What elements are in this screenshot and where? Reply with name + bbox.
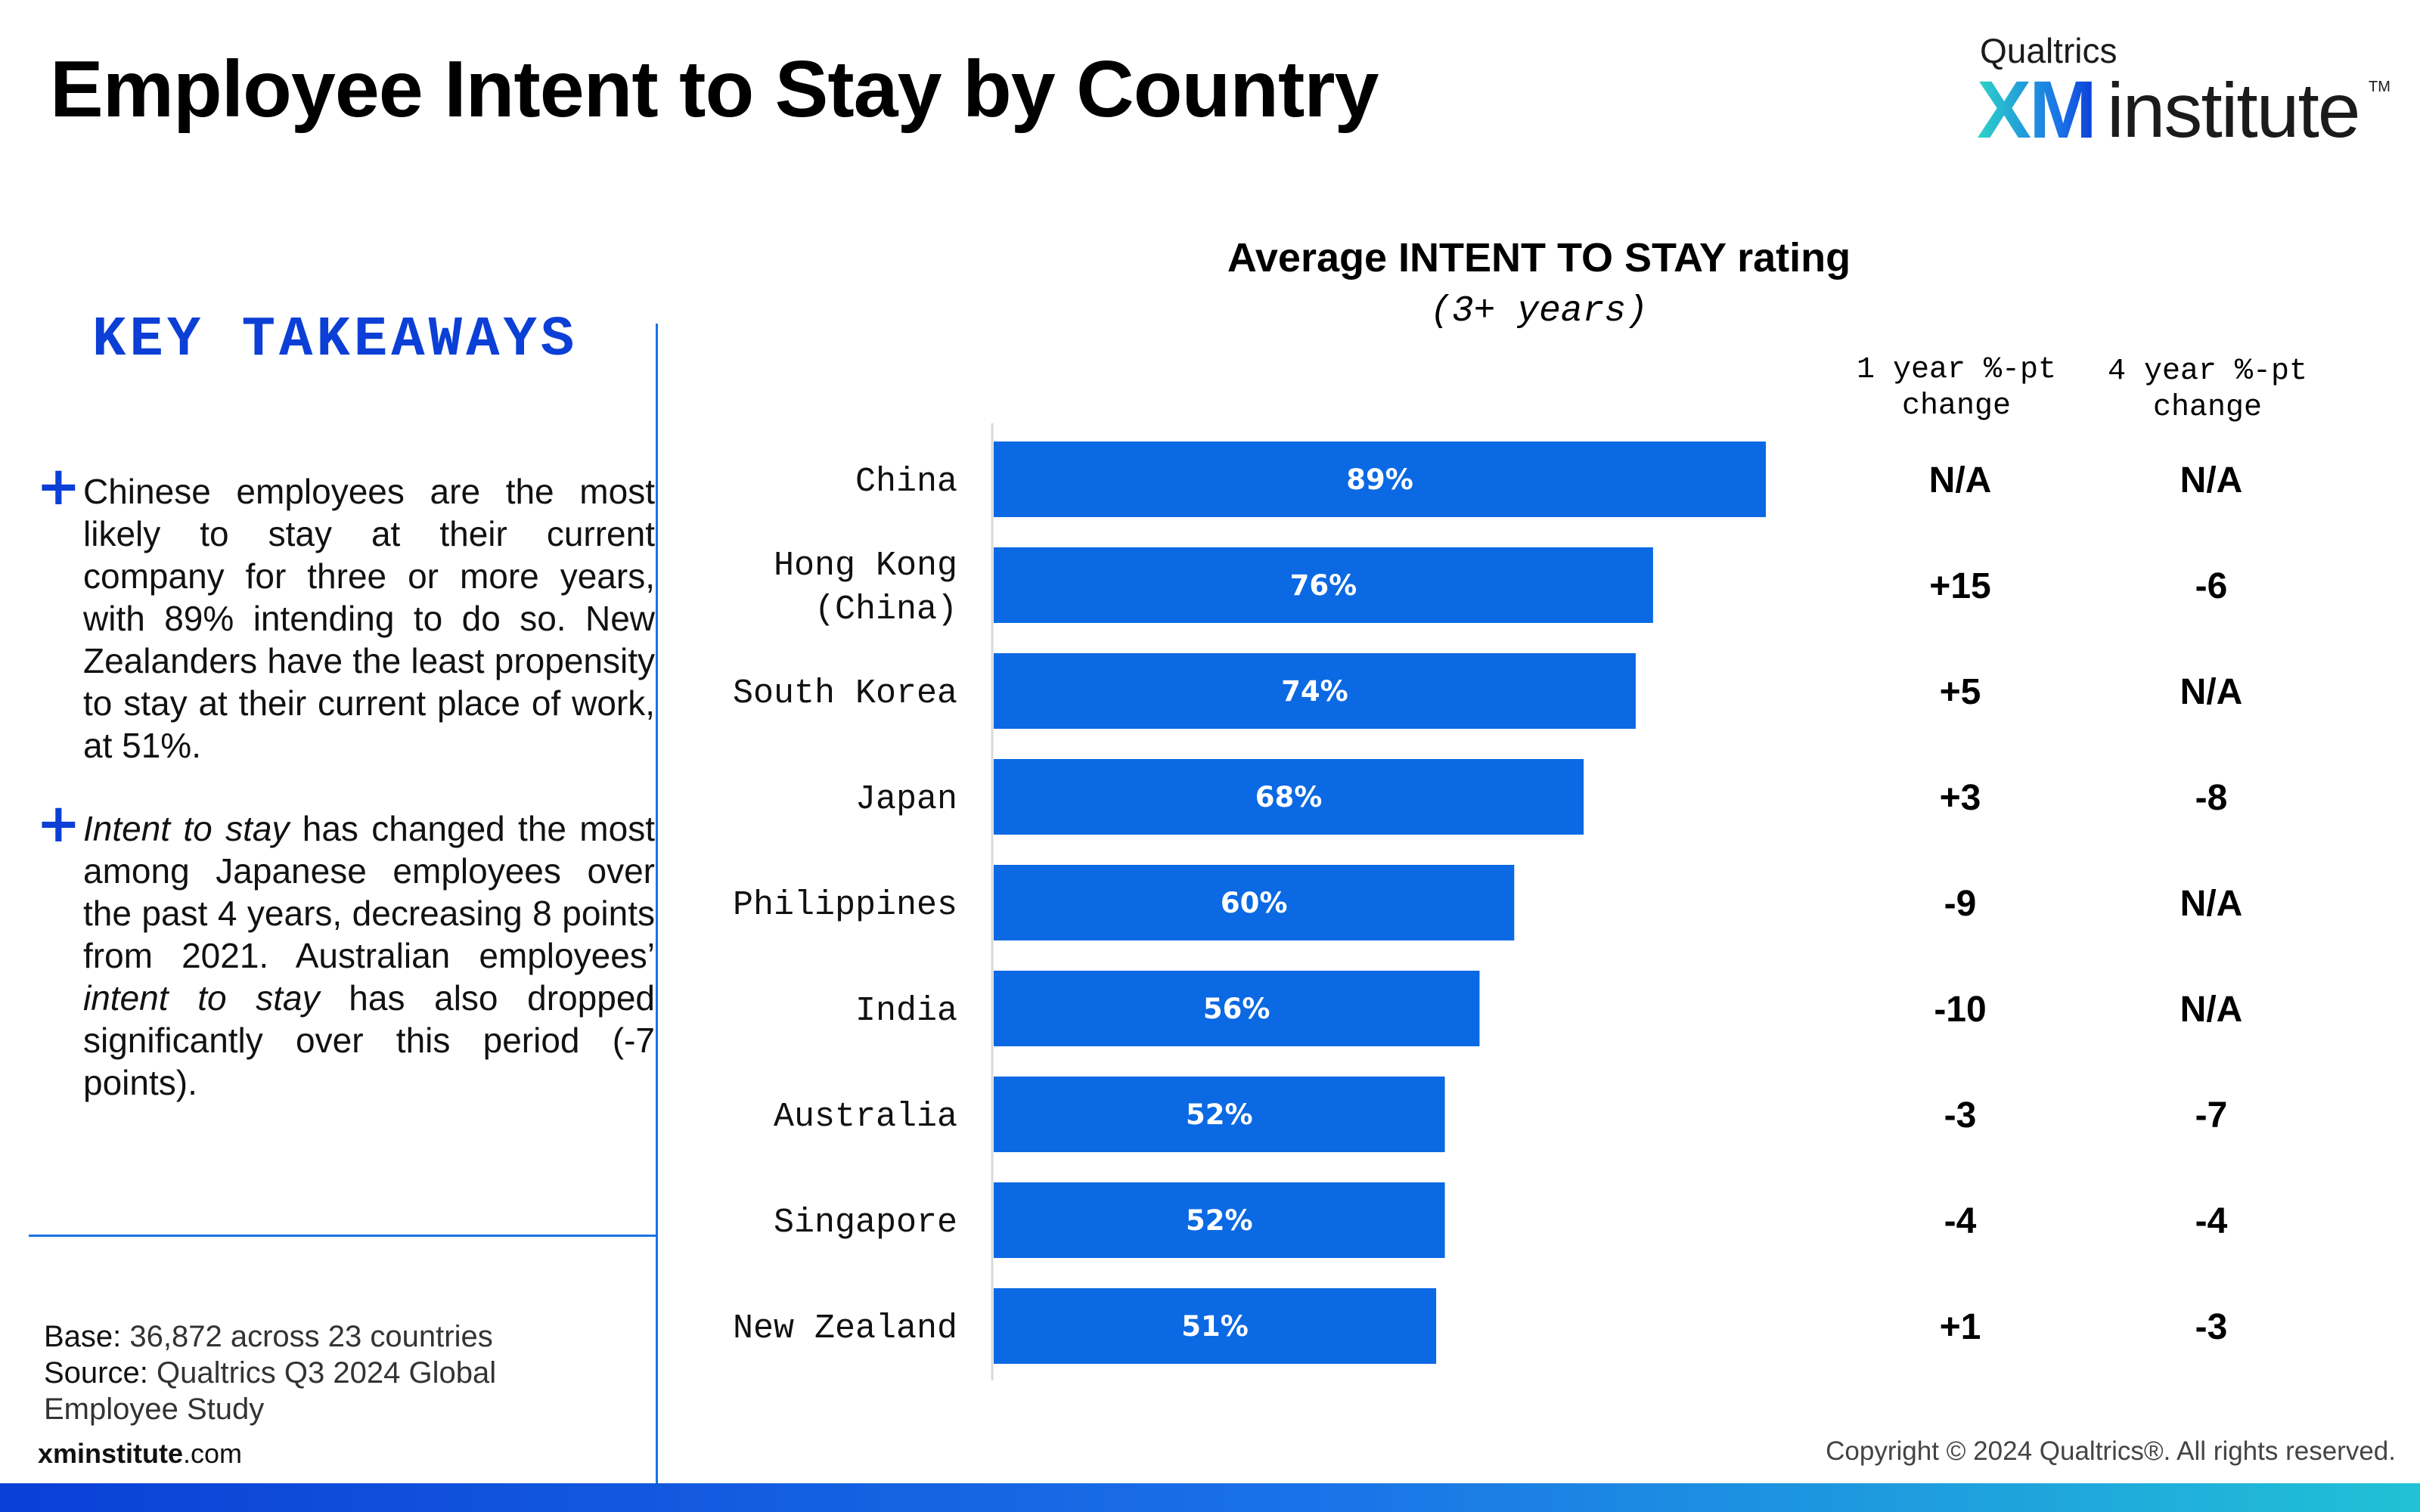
one-year-change-value: -4 <box>1944 1201 1977 1241</box>
four-year-change-value: -3 <box>2195 1307 2228 1347</box>
bar-value-label: 52% <box>1186 1098 1253 1131</box>
column-header-4-year: 4 year %-pt change <box>2083 354 2332 426</box>
plus-icon: + <box>36 792 81 854</box>
four-year-change-value: N/A <box>2180 884 2243 924</box>
divider-horizontal <box>29 1235 656 1237</box>
site-url-bold: xminstitute <box>38 1438 184 1469</box>
one-year-change-value: N/A <box>1929 460 1992 500</box>
category-label: South Korea <box>733 674 957 713</box>
category-label: Hong Kong <box>774 547 957 585</box>
bar <box>994 971 1480 1046</box>
bar <box>994 442 1766 517</box>
bar <box>994 1288 1437 1364</box>
category-label: Australia <box>774 1098 957 1136</box>
four-year-change-value: -4 <box>2195 1201 2228 1241</box>
four-year-change-value: N/A <box>2180 460 2243 500</box>
one-year-change-value: +3 <box>1940 778 1981 818</box>
column-header-line: change <box>1901 389 2012 423</box>
plus-icon: + <box>36 455 81 517</box>
four-year-change-value: N/A <box>2180 672 2243 712</box>
brand-qualtrics-text: Qualtrics <box>1980 31 2118 70</box>
bar-value-label: 76% <box>1290 569 1357 602</box>
category-label: India <box>855 992 957 1030</box>
bar-value-label: 74% <box>1281 675 1348 708</box>
bar <box>994 547 1653 623</box>
footer-gradient-bar <box>0 1483 2420 1512</box>
site-url-rest: .com <box>183 1438 243 1469</box>
category-label: New Zealand <box>733 1309 957 1348</box>
one-year-change-value: +15 <box>1929 566 1990 606</box>
source-note: Source: Qualtrics Q3 2024 Global Employe… <box>44 1355 634 1427</box>
chart-subtitle: (3+ years) <box>1429 291 1649 332</box>
brand-trademark: TM <box>2369 79 2391 95</box>
bar-value-label: 51% <box>1181 1310 1249 1343</box>
column-header-line: 4 year %-pt <box>2107 355 2308 389</box>
intent-to-stay-term: intent to stay <box>83 978 320 1018</box>
takeaway-text-1: Chinese employees are the most likely to… <box>83 472 655 765</box>
bar <box>994 1077 1445 1152</box>
bar <box>994 759 1584 835</box>
one-year-change-value: -10 <box>1934 990 1986 1030</box>
bar <box>994 653 1636 729</box>
column-header-line: change <box>2152 391 2263 425</box>
category-label: China <box>855 463 957 501</box>
four-year-change-value: -7 <box>2195 1095 2228 1136</box>
bar-value-label: 89% <box>1346 463 1413 496</box>
takeaway-text-2: Intent to stay has changed the most amon… <box>83 807 655 1104</box>
category-label: Philippines <box>733 886 957 925</box>
base-value: 36,872 across 23 countries <box>121 1320 493 1353</box>
chart-title: Average INTENT TO STAY rating <box>1227 235 1851 280</box>
source-label: Source: <box>44 1356 148 1390</box>
one-year-change-value: -3 <box>1944 1095 1977 1136</box>
four-year-change-value: -6 <box>2195 566 2228 606</box>
bar <box>994 865 1515 940</box>
category-label: Singapore <box>774 1204 957 1242</box>
intent-to-stay-term: Intent to stay <box>83 809 290 848</box>
column-header-line: 1 year %-pt <box>1856 353 2057 387</box>
bar <box>994 1182 1445 1258</box>
bar-value-label: 56% <box>1203 993 1270 1025</box>
one-year-change-value: +1 <box>1940 1307 1981 1347</box>
copyright: Copyright © 2024 Qualtrics®. All rights … <box>1826 1436 2396 1466</box>
one-year-change-value: +5 <box>1940 672 1981 712</box>
key-takeaways-heading: KEY TAKEAWAYS <box>92 308 579 372</box>
divider-vertical <box>656 324 658 1483</box>
page-title: Employee Intent to Stay by Country <box>50 45 1379 134</box>
four-year-change-value: -8 <box>2195 778 2228 818</box>
category-label: Japan <box>855 780 957 819</box>
qualtrics-xm-institute-logo: Qualtrics XM institute TM <box>1977 30 2391 155</box>
takeaway-text-2-part: has also dropped significantly over this… <box>83 978 655 1102</box>
footnote: Base: 36,872 across 23 countries Source:… <box>44 1318 634 1427</box>
site-url: xminstitute.com <box>38 1438 242 1470</box>
brand-xm-text: XM <box>1977 64 2097 155</box>
takeaway-text-2-part: has changed the most among Japanese empl… <box>83 809 655 975</box>
category-label: (China) <box>814 590 957 629</box>
source-value: Qualtrics Q3 2024 Global Employee Study <box>44 1356 497 1426</box>
bar-value-label: 52% <box>1186 1204 1253 1237</box>
bar-value-label: 60% <box>1221 887 1288 919</box>
column-header-1-year: 1 year %-pt change <box>1832 352 2081 425</box>
bar-value-label: 68% <box>1255 781 1323 813</box>
four-year-change-value: N/A <box>2180 990 2243 1030</box>
brand-institute-text: institute <box>2107 67 2361 153</box>
base-label: Base: <box>44 1320 122 1353</box>
one-year-change-value: -9 <box>1944 884 1977 924</box>
base-note: Base: 36,872 across 23 countries <box>44 1318 634 1355</box>
